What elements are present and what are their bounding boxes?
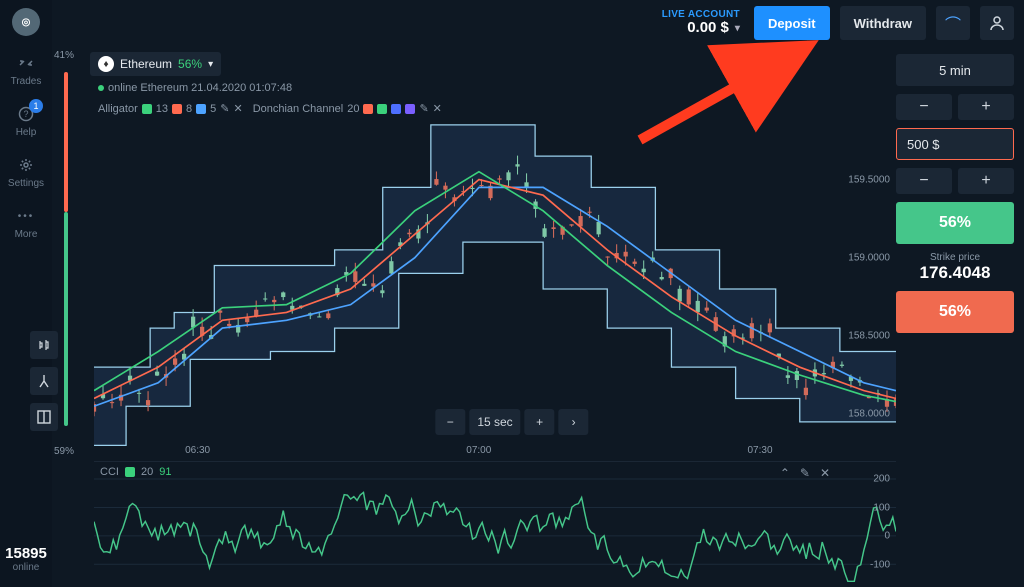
amount-minus-button[interactable]: − bbox=[896, 168, 952, 194]
svg-text:?: ? bbox=[23, 109, 28, 119]
strike-price: Strike price 176.4048 bbox=[896, 252, 1014, 283]
chevron-down-icon: ▾ bbox=[208, 59, 213, 70]
duration-stepper: − + bbox=[896, 94, 1014, 120]
y-axis: 159.5000159.0000158.5000158.0000 bbox=[834, 117, 896, 461]
duration-plus-button[interactable]: + bbox=[958, 94, 1014, 120]
strike-value: 176.4048 bbox=[896, 263, 1014, 283]
nav-help-label: Help bbox=[16, 127, 37, 138]
cci-panel[interactable]: CCI 20 91 ⌃ ✎ ✕ 2001000-100 bbox=[94, 461, 896, 587]
buy-up-button[interactable]: 56% bbox=[896, 202, 1014, 244]
ethereum-icon: ♦ bbox=[98, 56, 114, 72]
timeframe-next-button[interactable]: › bbox=[559, 409, 589, 435]
indicator-close-icon[interactable]: ✕ bbox=[233, 102, 242, 115]
nav-trades[interactable]: Trades bbox=[11, 54, 42, 87]
nav-settings[interactable]: Settings bbox=[8, 156, 44, 189]
nav-help[interactable]: ? Help bbox=[16, 105, 37, 138]
app-logo: ◎ bbox=[12, 8, 40, 36]
nav-trades-label: Trades bbox=[11, 76, 42, 87]
donchian-label: Donchian Channel bbox=[253, 103, 344, 115]
timeframe-plus-button[interactable]: + bbox=[525, 409, 555, 435]
nav-more[interactable]: ••• More bbox=[15, 207, 38, 240]
asset-name: Ethereum bbox=[120, 57, 172, 71]
online-counter: 15895 online bbox=[5, 545, 47, 573]
trades-icon bbox=[17, 54, 35, 72]
alligator-label: Alligator bbox=[98, 103, 138, 115]
profile-button[interactable] bbox=[980, 6, 1014, 40]
duration-value: 5 min bbox=[939, 63, 971, 78]
notifications-button[interactable]: ⌒ bbox=[936, 6, 970, 40]
indicator-legend: Alligator 13 8 5 ✎ ✕ Donchian Channel 20 bbox=[70, 96, 896, 117]
sentiment-bar-down bbox=[64, 72, 68, 212]
online-label: online bbox=[5, 562, 47, 573]
drawing-tools-button[interactable] bbox=[30, 367, 58, 395]
nav-more-label: More bbox=[15, 229, 38, 240]
deposit-button[interactable]: Deposit bbox=[754, 6, 830, 40]
pair-info: online Ethereum 21.04.2020 01:07:48 bbox=[108, 82, 292, 94]
indicator-close-icon[interactable]: ✕ bbox=[433, 102, 442, 115]
nav-settings-label: Settings bbox=[8, 178, 44, 189]
withdraw-label: Withdraw bbox=[854, 16, 912, 31]
withdraw-button[interactable]: Withdraw bbox=[840, 6, 926, 40]
account-summary[interactable]: LIVE ACCOUNT 0.00 $ ▾ bbox=[662, 9, 740, 37]
sentiment-up-pct: 41% bbox=[54, 50, 74, 61]
chart-type-button[interactable] bbox=[30, 331, 58, 359]
chevron-down-icon: ▾ bbox=[735, 23, 740, 34]
amount-input[interactable]: 500 $ bbox=[896, 128, 1014, 160]
buy-down-label: 56% bbox=[939, 303, 971, 321]
online-number: 15895 bbox=[5, 545, 47, 562]
balance-value: 0.00 $ bbox=[687, 20, 729, 37]
amount-stepper: − + bbox=[896, 168, 1014, 194]
sentiment-bar-up bbox=[64, 212, 68, 426]
help-icon: ? bbox=[17, 105, 35, 123]
strike-label: Strike price bbox=[896, 252, 1014, 263]
chart-title-row: online Ethereum 21.04.2020 01:07:48 bbox=[70, 76, 896, 96]
deposit-label: Deposit bbox=[768, 16, 816, 31]
indicator-edit-icon[interactable]: ✎ bbox=[220, 102, 229, 115]
bell-icon: ⌒ bbox=[945, 11, 961, 35]
more-icon: ••• bbox=[17, 207, 35, 225]
gear-icon bbox=[17, 156, 35, 174]
layout-button[interactable] bbox=[30, 403, 58, 431]
indicator-edit-icon[interactable]: ✎ bbox=[419, 102, 428, 115]
duration-display[interactable]: 5 min bbox=[896, 54, 1014, 86]
buy-down-button[interactable]: 56% bbox=[896, 291, 1014, 333]
asset-picker[interactable]: ♦ Ethereum 56% ▾ bbox=[90, 52, 221, 76]
timeframe-minus-button[interactable]: − bbox=[435, 409, 465, 435]
user-icon bbox=[988, 14, 1006, 32]
sentiment-down-pct: 59% bbox=[54, 446, 74, 457]
amount-value: 500 $ bbox=[907, 137, 940, 152]
amount-plus-button[interactable]: + bbox=[958, 168, 1014, 194]
timeframe-display[interactable]: 15 sec bbox=[469, 409, 520, 435]
buy-up-label: 56% bbox=[939, 214, 971, 232]
x-axis: 06:3007:0007:30 bbox=[94, 445, 834, 461]
asset-payout: 56% bbox=[178, 57, 202, 71]
duration-minus-button[interactable]: − bbox=[896, 94, 952, 120]
